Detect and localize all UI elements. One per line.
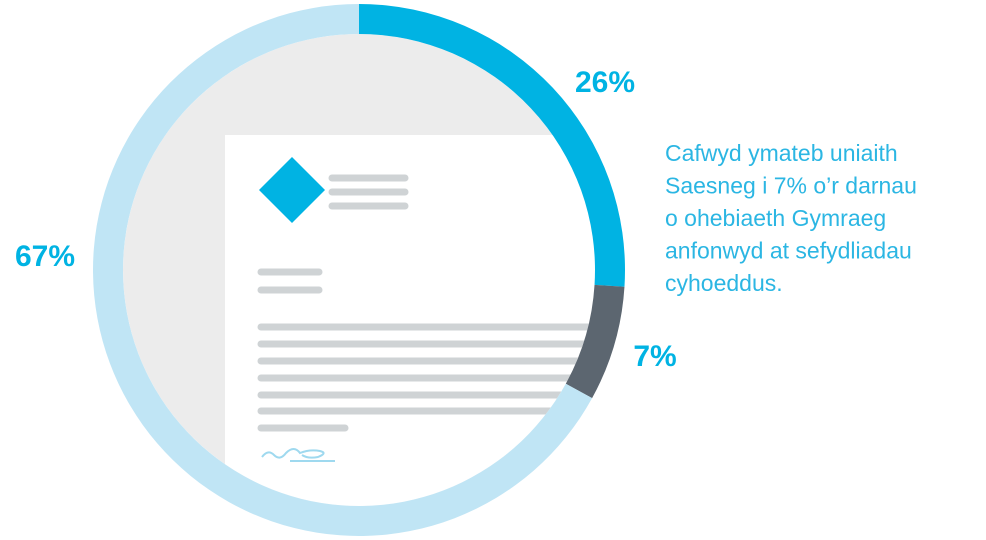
donut-segment: [359, 4, 625, 287]
value-label: 67%: [15, 240, 75, 273]
annotation-line: Saesneg i 7% o’r darnau: [665, 173, 917, 199]
donut-segment: [565, 284, 625, 399]
annotation-line: anfonwyd at sefydliadau: [665, 238, 912, 264]
annotation-line: Cafwyd ymateb uniaith: [665, 140, 898, 166]
signature: [261, 448, 335, 462]
annotation-line: cyhoeddus.: [665, 270, 783, 296]
value-label: 26%: [575, 66, 635, 99]
logo: [259, 157, 325, 223]
value-label: 7%: [633, 340, 676, 373]
text-lines: [257, 174, 595, 432]
annotation-line: o ohebiaeth Gymraeg: [665, 205, 886, 231]
